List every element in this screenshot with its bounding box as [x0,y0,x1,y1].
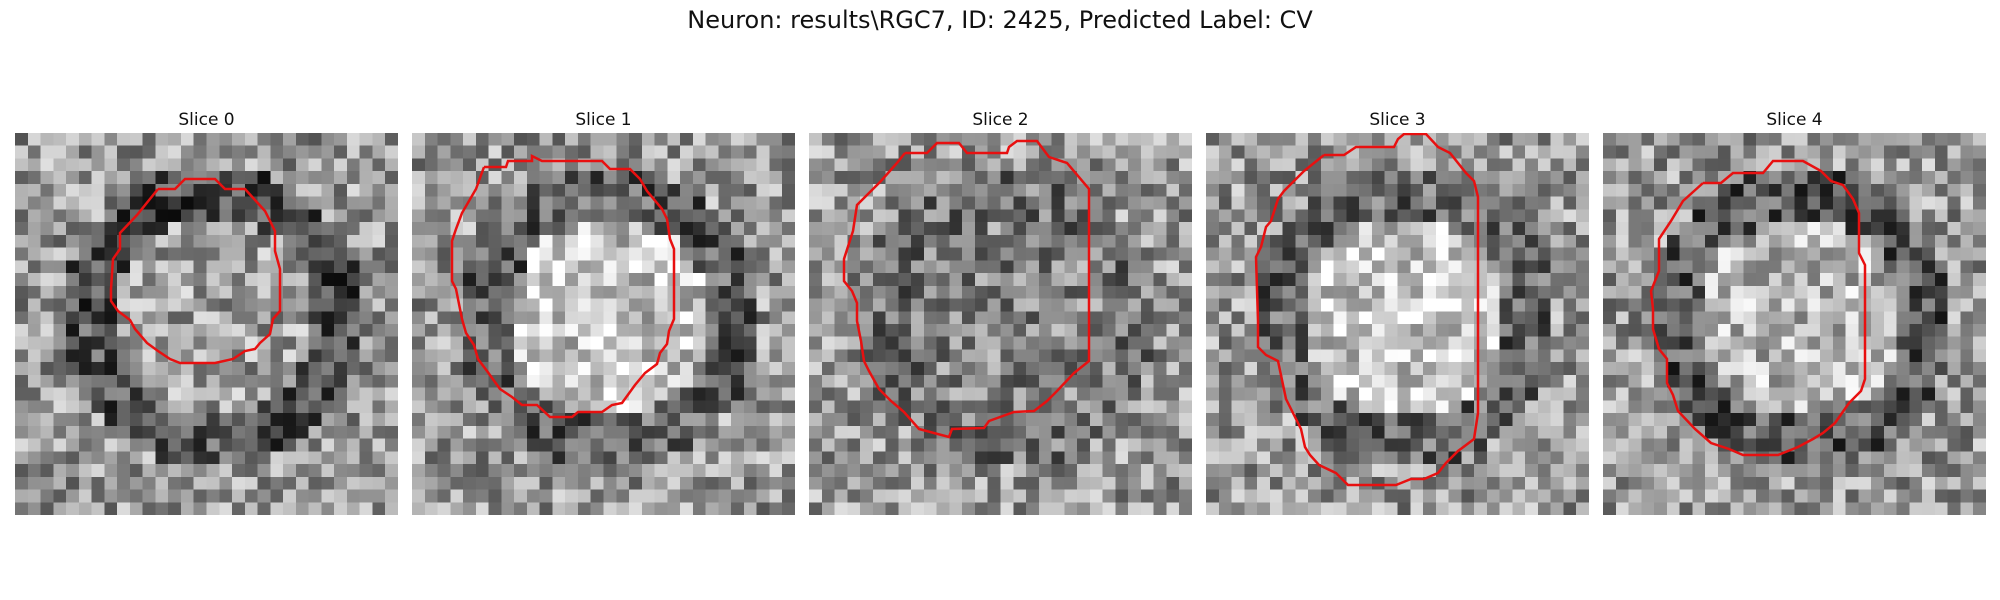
slice-title: Slice 4 [1766,110,1823,130]
slice-title: Slice 1 [575,110,632,130]
grayscale-slice-image [15,133,398,515]
grayscale-slice-image [1206,133,1589,515]
figure-title: Neuron: results\RGC7, ID: 2425, Predicte… [687,6,1313,34]
slice-title: Slice 3 [1369,110,1426,130]
slice-image-4 [1603,133,1986,515]
slice-image-0 [15,133,398,515]
slice-panel-1: Slice 1 [412,108,795,515]
neuron-contour-outline [109,177,282,365]
slice-panel-4: Slice 4 [1603,108,1986,515]
slice-panel-3: Slice 3 [1206,108,1589,515]
slice-image-1 [412,133,795,515]
slice-title: Slice 2 [972,110,1029,130]
slice-panel-2: Slice 2 [809,108,1192,515]
slice-image-2 [809,133,1192,515]
slice-image-3 [1206,133,1589,515]
grayscale-slice-image [1603,133,1986,515]
grayscale-slice-image [412,133,795,515]
grayscale-slice-image [809,133,1192,515]
neuron-contour-outline [1254,133,1480,487]
neuron-contour-outline [450,153,676,419]
neuron-contour-outline [842,139,1091,439]
slice-title: Slice 0 [178,110,235,130]
slice-panel-0: Slice 0 [15,108,398,515]
neuron-contour-outline [1649,159,1867,457]
